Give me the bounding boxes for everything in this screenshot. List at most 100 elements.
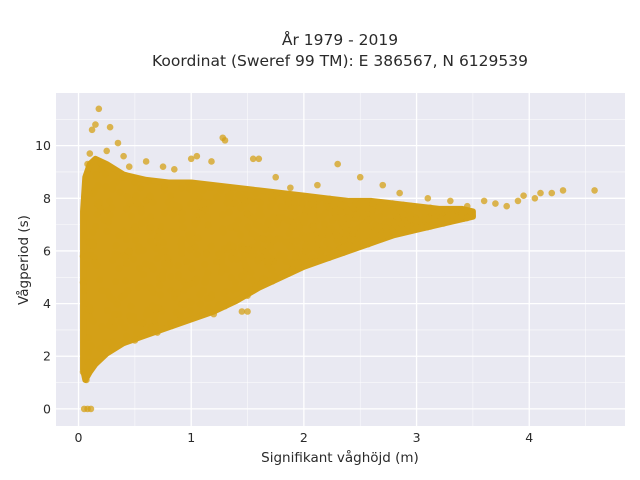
data-point — [333, 232, 340, 239]
data-point — [329, 217, 336, 225]
data-point — [310, 223, 317, 230]
data-point — [113, 300, 121, 308]
data-point — [128, 212, 135, 220]
data-point — [449, 211, 456, 219]
data-point — [83, 176, 90, 184]
data-point — [227, 190, 235, 198]
data-point — [215, 301, 223, 308]
data-point — [202, 250, 210, 258]
data-point — [301, 234, 308, 242]
data-point — [114, 139, 122, 147]
data-point — [85, 334, 92, 341]
data-point — [244, 223, 252, 231]
data-point — [285, 270, 292, 277]
data-point — [390, 229, 398, 236]
data-point — [240, 197, 248, 204]
data-point — [84, 160, 91, 168]
data-point — [159, 271, 166, 279]
data-point — [133, 227, 140, 234]
data-point — [267, 203, 274, 210]
data-point — [293, 237, 301, 245]
data-point — [514, 197, 522, 205]
data-point — [191, 243, 199, 251]
data-point — [461, 208, 468, 215]
y-tick-label: 6 — [43, 243, 51, 258]
data-point — [145, 177, 152, 185]
data-point — [591, 187, 598, 194]
data-point — [177, 240, 185, 248]
data-point — [188, 265, 196, 273]
data-point — [204, 199, 212, 207]
data-point — [131, 337, 139, 344]
data-point — [531, 194, 539, 202]
data-point — [115, 265, 123, 273]
data-point — [282, 258, 290, 265]
data-point — [105, 218, 112, 226]
data-point — [106, 293, 114, 301]
data-point — [288, 236, 296, 244]
data-point — [215, 250, 223, 258]
data-point — [310, 196, 317, 203]
data-point — [480, 197, 488, 205]
data-point — [168, 322, 175, 330]
data-point — [102, 183, 110, 190]
data-point — [137, 184, 144, 192]
data-point — [306, 243, 314, 250]
data-point — [277, 203, 285, 210]
data-point — [187, 200, 194, 208]
data-point — [117, 319, 125, 326]
data-point — [369, 230, 377, 238]
data-point — [207, 242, 215, 250]
data-point — [91, 187, 98, 195]
data-point — [252, 221, 260, 229]
data-point — [188, 239, 196, 246]
data-point — [289, 266, 296, 273]
data-point — [492, 200, 499, 207]
data-point — [98, 287, 106, 294]
data-point — [200, 287, 207, 294]
data-point — [254, 198, 261, 205]
data-point — [378, 235, 386, 243]
data-point — [95, 105, 103, 113]
data-point — [219, 211, 227, 219]
data-point — [272, 173, 280, 181]
data-point — [181, 301, 188, 308]
data-point — [299, 253, 307, 261]
data-point — [559, 187, 567, 194]
data-point — [152, 311, 159, 319]
data-point — [391, 219, 398, 227]
data-point — [223, 266, 231, 273]
data-point — [280, 252, 288, 260]
data-point — [202, 206, 209, 213]
data-point — [89, 228, 97, 236]
data-point — [337, 201, 345, 208]
data-point — [156, 291, 164, 299]
data-point — [369, 206, 376, 214]
data-point — [176, 311, 184, 319]
data-point — [363, 200, 370, 207]
data-point — [81, 213, 89, 221]
data-point — [270, 198, 278, 206]
data-points — [79, 105, 598, 413]
data-point — [416, 217, 423, 225]
data-point — [82, 300, 89, 307]
data-point — [231, 199, 239, 207]
data-point — [149, 265, 157, 273]
data-point — [122, 277, 129, 285]
data-point — [259, 234, 266, 242]
data-point — [325, 246, 333, 253]
data-point — [115, 232, 122, 239]
data-point — [232, 279, 239, 287]
data-point — [268, 266, 276, 274]
data-point — [152, 323, 160, 331]
data-point — [201, 279, 209, 286]
data-point — [147, 238, 154, 245]
data-point — [141, 282, 149, 290]
data-point — [204, 269, 212, 277]
data-point — [376, 213, 383, 220]
data-point — [97, 207, 104, 215]
data-point — [334, 160, 341, 168]
data-point — [413, 223, 420, 231]
data-point — [350, 227, 358, 235]
data-point — [160, 260, 168, 267]
